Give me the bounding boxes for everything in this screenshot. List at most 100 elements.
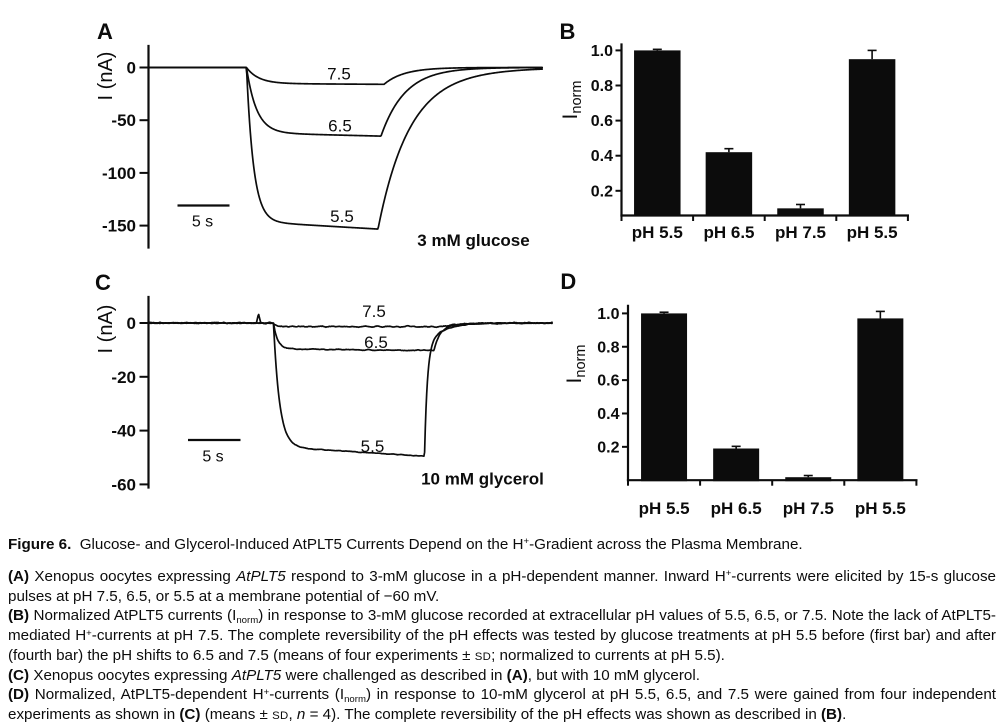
caption-run: (C) [179,706,201,724]
caption-run: ; normalized to currents at pH 5.5). [491,646,725,664]
panel-c-ytick-label: -40 [111,422,136,441]
panel-a-ytick-label: -50 [111,111,136,130]
panel-a-trace-label-ph55: 5.5 [330,207,354,226]
panel-a-trace-label-ph65: 6.5 [328,117,352,136]
caption-run: Normalized, AtPLT5-dependent H [29,686,264,704]
caption-run: (means ± [200,706,273,724]
panel-d-category-label: pH 5.5 [639,499,690,518]
caption-run: + [86,627,92,639]
panel-b-bars [615,48,909,221]
panel-c-letter: C [95,270,111,295]
caption-run: (A) [506,666,528,684]
bar-pH 5.5 [634,50,681,217]
panel-d: D Inorm 1.0 0.8 0.6 0.4 0.2 pH 5.5 pH 6.… [560,269,918,518]
caption-run: = 4). The complete reversibility of the … [305,706,821,724]
caption-run: (B) [820,706,843,724]
panel-a-ytick-label: -100 [102,164,136,183]
caption-run: ) in response to 10-mM glycerol at pH 5.… [365,686,996,704]
panel-d-category-label: pH 7.5 [783,499,834,518]
panel-b-ytick-label: 0.2 [591,183,613,200]
panel-d-ytick-label: 0.6 [597,373,619,390]
caption-line: (fourth bar) the pH shifts to 6.5 and 7.… [8,646,996,668]
caption-run: AtPLT5 [236,567,286,585]
caption-run: sd [474,650,492,663]
bar-pH 5.5 [848,59,896,217]
caption-run: (A) [8,567,30,585]
caption-run: norm [344,694,366,706]
panel-b-ytick-label: 1.0 [591,43,613,60]
caption-run: norm [236,615,259,627]
panel-a-letter: A [97,19,113,44]
panel-c-trace-label-ph55: 5.5 [361,437,385,456]
panel-d-letter: D [560,269,576,294]
caption-run: respond to 3-mM glucose in a pH-dependen… [285,567,726,585]
panel-c-ytick-label: -60 [111,475,136,494]
panel-c-trace-label-ph75: 7.5 [362,302,386,321]
bar-pH 6.5 [713,448,760,482]
caption-run: Xenopus oocytes expressing [29,666,232,684]
panel-c-traces [148,313,553,458]
caption-run: (C) [8,666,30,684]
panel-b: B Inorm 1.0 0.8 0.6 0.4 0.2 pH 5.5 pH 6.… [559,19,910,242]
caption-run: -currents (I [269,686,345,704]
caption-run: + [725,568,732,580]
panel-c-condition-label: 10 mM glycerol [421,470,544,489]
panel-a-traces [148,66,544,230]
panel-d-ytick-label: 0.4 [597,406,619,423]
panel-a-trace-label-ph75: 7.5 [327,65,351,84]
panel-a-condition-label: 3 mM glucose [417,231,529,250]
caption-line: (B) Normalized AtPLT5 currents (Inorm) i… [8,606,996,628]
current-trace-ph-5.5 [148,321,553,458]
panel-d-category-label: pH 6.5 [711,499,762,518]
panel-d-yaxis-label: Inorm [563,345,589,384]
caption-run: AtPLT5 [231,666,282,684]
caption-run: Glucose- and Glycerol-Induced AtPLT5 Cur… [71,535,524,553]
caption-run: experiments as shown in [8,706,180,724]
panel-c-ytick-label: -20 [111,368,136,387]
panel-a-yaxis-label: I (nA) [95,52,117,101]
panel-b-category-label: pH 5.5 [632,223,683,242]
current-trace-ph-7.5 [148,313,553,329]
panel-c: C I (nA) 0 -20 -40 -60 7.5 6.5 5.5 5 s 1… [95,270,553,494]
caption-run: Xenopus oocytes expressing [29,567,237,585]
panel-b-category-label: pH 7.5 [775,223,826,242]
bar-pH 6.5 [705,152,753,217]
panel-b-ytick-label: 0.4 [591,148,613,165]
panel-d-bars [622,310,918,486]
panel-b-category-label: pH 6.5 [703,223,754,242]
panel-d-ytick-label: 0.2 [597,439,619,456]
panel-b-category-label: pH 5.5 [847,223,898,242]
panel-b-yaxis-label: Inorm [559,81,585,120]
bar-pH 5.5 [641,313,688,482]
panel-a-scalebar-label: 5 s [192,214,213,231]
caption-run: n [296,706,306,724]
caption-run: (B) [8,607,30,625]
panel-c-yaxis-label: I (nA) [95,305,117,354]
caption-line: (C) Xenopus oocytes expressing AtPLT5 we… [8,666,996,686]
caption-line: pulses at pH 7.5, 6.5, or 5.5 at a membr… [8,587,996,607]
panel-d-ytick-label: 1.0 [597,306,619,323]
panel-d-ytick-label: 0.8 [597,339,619,356]
caption-run: mediated H [8,627,87,645]
caption-run: (fourth bar) the pH shifts to 6.5 and 7.… [8,646,475,664]
caption-title: Figure 6. Glucose- and Glycerol-Induced … [8,535,996,557]
caption-run: (D) [8,686,30,704]
caption-line: (D) Normalized, AtPLT5-dependent H+-curr… [8,685,996,707]
caption-run: sd [272,710,289,723]
caption-line: (A) Xenopus oocytes expressing AtPLT5 re… [8,567,996,589]
caption-run: + [263,686,270,698]
figure-panels: A I (nA) 0 -50 -100 -150 7.5 6.5 5.5 5 s… [95,19,918,518]
bar-pH 7.5 [785,477,832,482]
caption-run: were challenged as described in [281,666,507,684]
caption-line: mediated H+-currents at pH 7.5. The comp… [8,626,996,648]
panel-b-ytick-label: 0.8 [591,78,613,95]
caption-run: + [523,536,530,548]
current-trace-ph-5.5 [148,66,544,230]
panel-a-ytick-label: 0 [127,59,136,78]
caption-run: Figure 6. [8,535,72,553]
caption-run: , but with 10 mM glycerol. [527,666,700,684]
caption-run: , [288,706,297,724]
panel-b-letter: B [560,19,576,44]
panel-d-category-label: pH 5.5 [855,499,906,518]
